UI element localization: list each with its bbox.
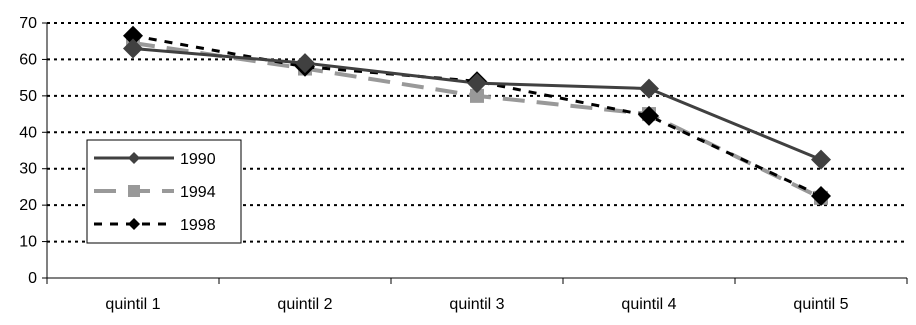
- legend-label: 1994: [180, 184, 216, 201]
- axes: 0 10 20 30 40 50 60 70 quintil 1 quintil 2 quintil…: [19, 15, 908, 313]
- y-tick-label: 40: [19, 124, 37, 141]
- x-tick-label: quintil 2: [277, 296, 332, 313]
- data-point: [811, 149, 831, 170]
- x-tick-label: quintil 3: [449, 296, 504, 313]
- data-point: [123, 38, 143, 59]
- data-point: [128, 185, 140, 197]
- series-group: [123, 25, 831, 207]
- legend-label: 1990: [180, 151, 216, 168]
- legend: 1990 1994 1998: [86, 139, 242, 244]
- y-tick-label: 60: [19, 51, 37, 68]
- x-tick-label: quintil 1: [105, 296, 160, 313]
- y-tick-label: 10: [19, 234, 37, 251]
- data-point: [467, 73, 487, 94]
- data-point: [123, 25, 143, 46]
- y-tick-label: 50: [19, 88, 37, 105]
- series-line-1998: [132, 34, 822, 198]
- y-tick-label: 70: [19, 15, 37, 32]
- y-tick-label: 30: [19, 161, 37, 178]
- data-point: [639, 105, 659, 126]
- data-point: [128, 152, 140, 164]
- data-point: [470, 88, 484, 103]
- x-tick-label: quintil 4: [621, 296, 676, 313]
- data-point: [128, 218, 140, 230]
- y-tick-label: 0: [28, 270, 37, 287]
- legend-label: 1998: [180, 217, 216, 234]
- y-tick-label: 20: [19, 197, 37, 214]
- x-tick-label: quintil 5: [793, 296, 848, 313]
- data-point: [811, 186, 831, 207]
- data-point: [295, 53, 315, 74]
- data-point: [639, 78, 659, 99]
